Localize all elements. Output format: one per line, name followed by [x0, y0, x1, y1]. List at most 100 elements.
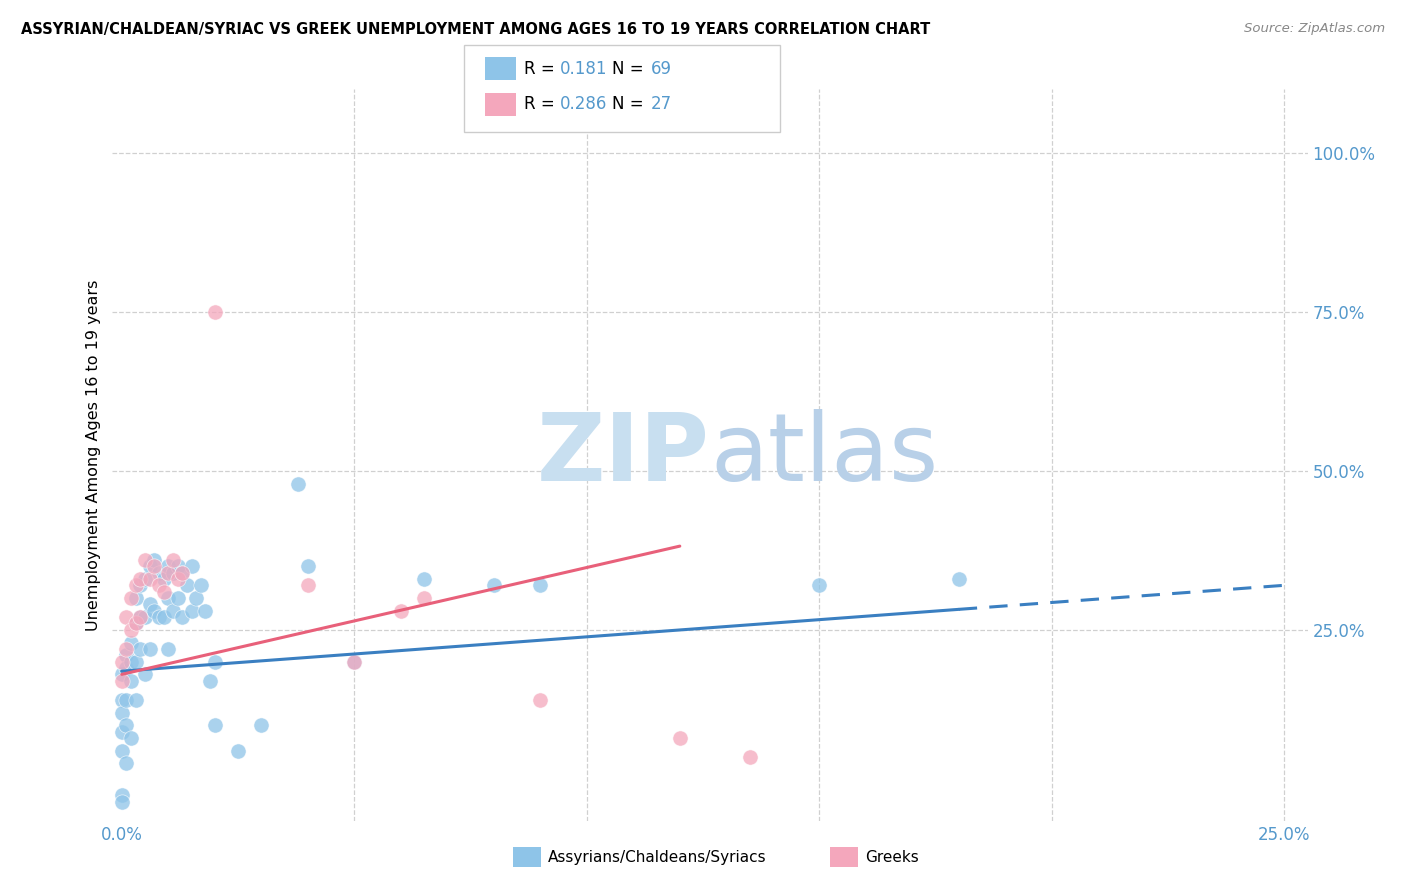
Point — [152, 584, 174, 599]
Point — [138, 572, 160, 586]
Text: R =: R = — [524, 60, 561, 78]
Point — [111, 693, 134, 707]
Point — [343, 655, 366, 669]
Point — [413, 572, 436, 586]
Point — [186, 591, 208, 605]
Point — [180, 604, 202, 618]
Point — [482, 578, 505, 592]
Text: atlas: atlas — [710, 409, 938, 501]
Point — [125, 616, 148, 631]
Text: Assyrians/Chaldeans/Syriacs: Assyrians/Chaldeans/Syriacs — [548, 850, 766, 864]
Point — [115, 693, 138, 707]
Point — [204, 718, 226, 732]
Point — [125, 693, 148, 707]
Point — [180, 559, 202, 574]
Point — [129, 572, 152, 586]
Point — [738, 750, 761, 764]
Point — [129, 641, 152, 656]
Point — [190, 578, 212, 592]
Point — [125, 578, 148, 592]
Point — [157, 591, 180, 605]
Text: 27: 27 — [651, 95, 672, 113]
Point — [143, 604, 166, 618]
Point — [111, 795, 134, 809]
Point — [120, 731, 142, 745]
Point — [129, 578, 152, 592]
Point — [287, 476, 309, 491]
Point — [115, 641, 138, 656]
Point — [172, 610, 194, 624]
Point — [115, 718, 138, 732]
Point — [157, 559, 180, 574]
Point — [162, 553, 184, 567]
Point — [125, 591, 148, 605]
Point — [162, 604, 184, 618]
Text: ASSYRIAN/CHALDEAN/SYRIAC VS GREEK UNEMPLOYMENT AMONG AGES 16 TO 19 YEARS CORRELA: ASSYRIAN/CHALDEAN/SYRIAC VS GREEK UNEMPL… — [21, 22, 931, 37]
Text: N =: N = — [612, 60, 648, 78]
Point — [111, 744, 134, 758]
Point — [111, 655, 134, 669]
Point — [166, 591, 188, 605]
Point — [148, 578, 170, 592]
Point — [120, 635, 142, 649]
Point — [166, 572, 188, 586]
Point — [172, 566, 194, 580]
Point — [115, 610, 138, 624]
Text: ZIP: ZIP — [537, 409, 710, 501]
Point — [111, 667, 134, 681]
Point — [148, 566, 170, 580]
Point — [176, 578, 198, 592]
Text: 0.286: 0.286 — [560, 95, 607, 113]
Point — [134, 553, 156, 567]
Point — [529, 578, 551, 592]
Point — [138, 598, 160, 612]
Text: Greeks: Greeks — [865, 850, 918, 864]
Point — [152, 572, 174, 586]
Point — [120, 655, 142, 669]
Point — [125, 655, 148, 669]
Y-axis label: Unemployment Among Ages 16 to 19 years: Unemployment Among Ages 16 to 19 years — [86, 279, 101, 631]
Text: N =: N = — [612, 95, 648, 113]
Point — [138, 559, 160, 574]
Point — [529, 693, 551, 707]
Point — [115, 756, 138, 771]
Point — [226, 744, 249, 758]
Point — [808, 578, 831, 592]
Point — [143, 559, 166, 574]
Point — [204, 655, 226, 669]
Point — [152, 610, 174, 624]
Point — [111, 788, 134, 802]
Point — [198, 673, 221, 688]
Point — [157, 641, 180, 656]
Point — [413, 591, 436, 605]
Point — [134, 667, 156, 681]
Text: Source: ZipAtlas.com: Source: ZipAtlas.com — [1244, 22, 1385, 36]
Point — [129, 610, 152, 624]
Text: 0.181: 0.181 — [560, 60, 607, 78]
Text: 69: 69 — [651, 60, 672, 78]
Point — [343, 655, 366, 669]
Point — [162, 566, 184, 580]
Point — [297, 559, 319, 574]
Point — [115, 648, 138, 663]
Point — [134, 572, 156, 586]
Point — [111, 724, 134, 739]
Text: R =: R = — [524, 95, 561, 113]
Point — [166, 559, 188, 574]
Point — [250, 718, 273, 732]
Point — [148, 610, 170, 624]
Point — [389, 604, 412, 618]
Point — [297, 578, 319, 592]
Point — [138, 641, 160, 656]
Point — [204, 305, 226, 319]
Point — [111, 706, 134, 720]
Point — [125, 616, 148, 631]
Point — [120, 673, 142, 688]
Point — [143, 553, 166, 567]
Point — [111, 673, 134, 688]
Point — [669, 731, 692, 745]
Point — [129, 610, 152, 624]
Point — [120, 623, 142, 637]
Point — [115, 661, 138, 675]
Point — [172, 566, 194, 580]
